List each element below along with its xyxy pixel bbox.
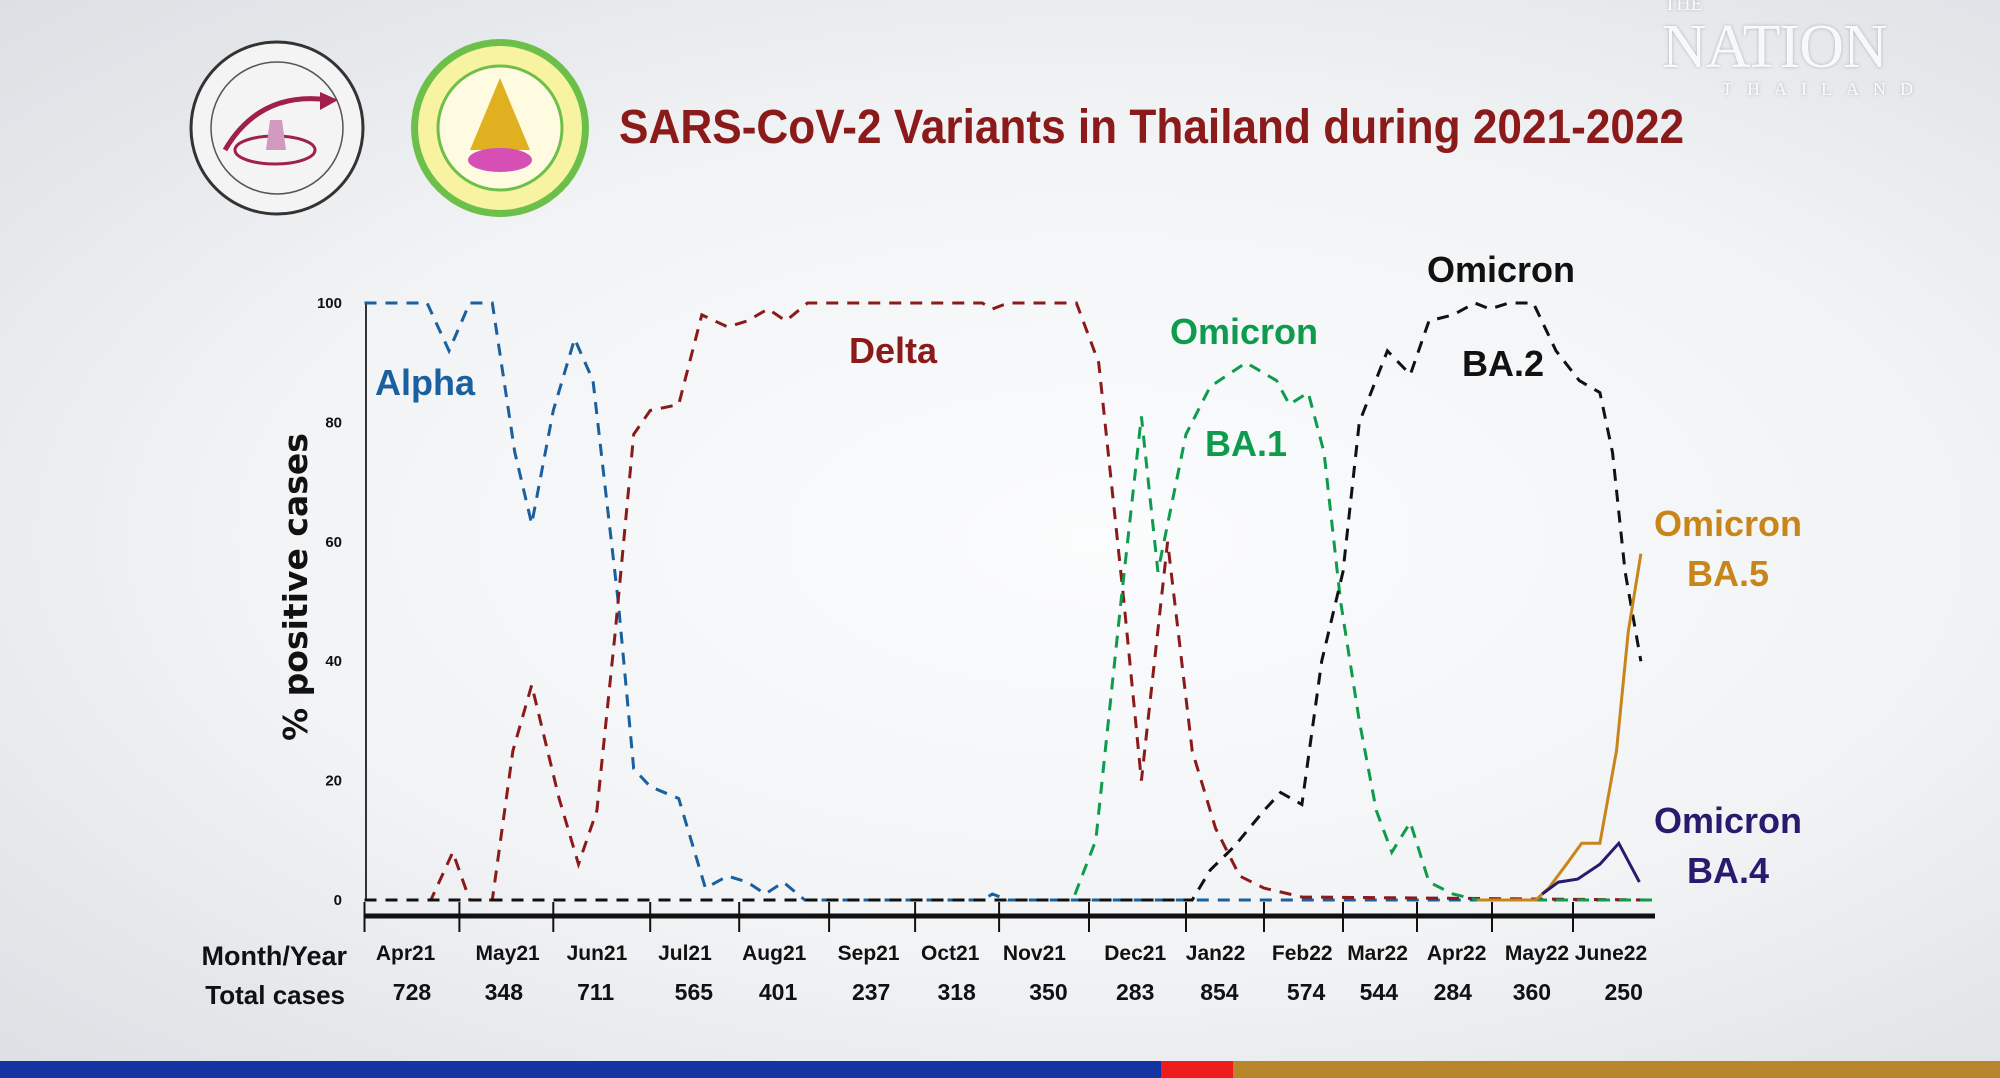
total-cases-value: 728 (393, 979, 432, 1005)
x-tick-label: June22 (1575, 942, 1647, 965)
watermark-thailand: THAILAND (1722, 79, 1927, 99)
x-tick-label: Sep21 (838, 942, 900, 965)
x-tick-label: Jan22 (1186, 942, 1246, 965)
total-cases-value: 544 (1360, 979, 1399, 1005)
y-tick-label: 20 (325, 773, 342, 790)
total-cases-value: 348 (485, 979, 524, 1005)
series-label: BA.4 (1687, 850, 1769, 891)
total-cases-value: 401 (759, 979, 798, 1005)
x-tick-label: Aug21 (742, 942, 807, 965)
total-cases-value: 360 (1513, 979, 1551, 1005)
x-tick-label: Oct21 (921, 942, 980, 965)
series-label: Omicron (1170, 311, 1318, 352)
x-tick-label: Dec21 (1104, 942, 1166, 965)
y-tick-label: 60 (325, 534, 342, 551)
total-cases-row-label: Total cases (205, 980, 345, 1010)
y-tick-label: 100 (317, 295, 342, 312)
total-cases-value: 350 (1029, 979, 1067, 1005)
series-label: BA.2 (1462, 343, 1544, 384)
total-cases-value: 250 (1605, 979, 1643, 1005)
series-label: BA.1 (1205, 423, 1287, 464)
series-line-omicron-ba-2 (364, 301, 1643, 902)
series-label: Alpha (375, 362, 476, 403)
total-cases-value: 284 (1434, 979, 1473, 1005)
total-cases-value: 283 (1116, 979, 1154, 1005)
x-tick-label: Jul21 (658, 942, 712, 965)
series-line-omicron-ba-5 (1477, 553, 1643, 902)
x-tick-label: Jun21 (567, 942, 628, 965)
y-tick-label: 0 (334, 892, 342, 909)
x-tick-label: May22 (1505, 942, 1569, 965)
series-label: BA.5 (1687, 553, 1769, 594)
watermark-the: THE (1664, 0, 1703, 15)
total-cases-value: 237 (852, 979, 890, 1005)
series-label: Omicron (1654, 503, 1802, 544)
total-cases-value: 565 (675, 979, 714, 1005)
series-line-delta (364, 301, 1653, 902)
stripe-red (1161, 1061, 1233, 1078)
the-nation-watermark: THE NATION THAILAND (1662, 0, 1982, 98)
y-axis-label: % positive cases (276, 433, 315, 741)
series-line-omicron-ba-1 (364, 360, 1652, 902)
chart-title: SARS-CoV-2 Variants in Thailand during 2… (619, 101, 1685, 154)
stripe-blue (0, 1061, 1161, 1078)
y-tick-label: 80 (325, 414, 342, 431)
series-label: Omicron (1654, 800, 1802, 841)
x-tick-label: May21 (476, 942, 541, 965)
y-tick-label: 40 (325, 653, 342, 670)
x-tick-label: Apr22 (1427, 942, 1487, 965)
logo-chulalongkorn-medicine (411, 39, 589, 217)
series-line-omicron-ba-4 (1541, 840, 1641, 896)
series-line-alpha (364, 301, 1652, 902)
total-cases-value: 711 (577, 979, 614, 1005)
x-tick-label: Feb22 (1272, 942, 1333, 965)
x-tick-label: Mar22 (1347, 942, 1408, 965)
series-label: Delta (849, 330, 938, 371)
month-year-row-label: Month/Year (201, 941, 347, 971)
watermark-nation: NATION (1662, 13, 1888, 81)
series-label: Omicron (1427, 249, 1575, 290)
total-cases-value: 574 (1287, 979, 1326, 1005)
total-cases-value: 318 (937, 979, 976, 1005)
total-cases-value: 854 (1200, 979, 1239, 1005)
logo-clinical-virology (189, 40, 365, 216)
x-tick-label: Nov21 (1003, 942, 1066, 965)
stripe-gold (1233, 1061, 2000, 1078)
x-tick-label: Apr21 (376, 942, 436, 965)
